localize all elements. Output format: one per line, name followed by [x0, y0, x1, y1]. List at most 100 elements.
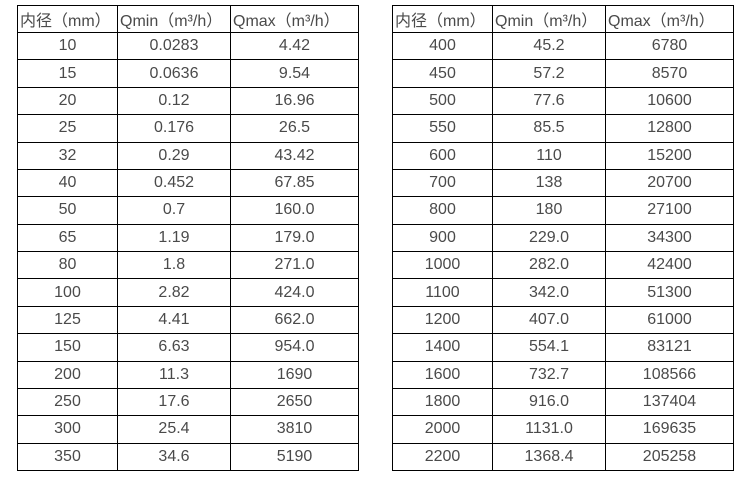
table-row: 2000 1131.0 169635	[392, 415, 734, 444]
table-cell: 160.0	[230, 196, 359, 225]
table-cell: 100	[17, 278, 118, 307]
table-cell: 954.0	[230, 333, 359, 362]
table-row: 550 85.5 12800	[392, 114, 734, 143]
table-cell: 1200	[392, 305, 493, 335]
table-cell: 1000	[392, 250, 493, 280]
table-row: 700 138 20700	[392, 168, 734, 198]
table-cell: 51300	[605, 278, 734, 307]
table-cell: 138	[492, 168, 606, 198]
table-row: 1200 407.0 61000	[392, 305, 734, 335]
spec-table-large-diameters: 内径（mm） Qmin（m³/h） Qmax（m³/h） 400 45.2 6780…	[392, 5, 734, 472]
table-cell: 282.0	[492, 250, 606, 280]
table-cell: 16.96	[230, 86, 359, 116]
table-row: 800 180 27100	[392, 196, 734, 225]
table-cell: 150	[17, 333, 118, 362]
table-body: 400 45.2 6780 450 57.2 8570 500 77.6 10600 550 85.…	[392, 31, 734, 472]
table-cell: 2650	[230, 387, 359, 417]
table-row: 150 6.63 954.0	[17, 333, 359, 362]
table-cell: 40	[17, 168, 118, 198]
table-row: 1800 916.0 137404	[392, 387, 734, 417]
table-cell: 407.0	[492, 305, 606, 335]
table-cell: 108566	[605, 360, 734, 389]
table-row: 32 0.29 43.42	[17, 141, 359, 170]
table-cell: 500	[392, 86, 493, 116]
column-header-qmax: Qmax（m³/h）	[230, 5, 359, 33]
table-cell: 700	[392, 168, 493, 198]
table-cell: 916.0	[492, 387, 606, 417]
table-cell: 180	[492, 196, 606, 225]
table-cell: 0.176	[117, 114, 231, 143]
table-row: 20 0.12 16.96	[17, 86, 359, 116]
table-cell: 169635	[605, 415, 734, 444]
table-cell: 179.0	[230, 223, 359, 253]
table-cell: 271.0	[230, 250, 359, 280]
table-cell: 600	[392, 141, 493, 170]
table-cell: 2200	[392, 442, 493, 472]
table-cell: 1.19	[117, 223, 231, 253]
table-row: 80 1.8 271.0	[17, 250, 359, 280]
table-cell: 1800	[392, 387, 493, 417]
table-cell: 15200	[605, 141, 734, 170]
table-cell: 27100	[605, 196, 734, 225]
table-row: 450 57.2 8570	[392, 59, 734, 88]
table-cell: 83121	[605, 333, 734, 362]
table-row: 125 4.41 662.0	[17, 305, 359, 335]
header-row: 内径（mm） Qmin（m³/h） Qmax（m³/h）	[17, 5, 359, 33]
table-cell: 1.8	[117, 250, 231, 280]
table-cell: 77.6	[492, 86, 606, 116]
table-cell: 300	[17, 415, 118, 444]
table-cell: 25	[17, 114, 118, 143]
table-body: 10 0.0283 4.42 15 0.0636 9.54 20 0.12 16.96 25 0.1…	[17, 31, 359, 472]
table-cell: 20	[17, 86, 118, 116]
table-cell: 65	[17, 223, 118, 253]
table-cell: 137404	[605, 387, 734, 417]
table-cell: 554.1	[492, 333, 606, 362]
table-row: 250 17.6 2650	[17, 387, 359, 417]
table-cell: 0.0636	[117, 59, 231, 88]
table-cell: 0.0283	[117, 31, 231, 61]
table-row: 2200 1368.4 205258	[392, 442, 734, 472]
table-cell: 12800	[605, 114, 734, 143]
table-cell: 424.0	[230, 278, 359, 307]
table-row: 65 1.19 179.0	[17, 223, 359, 253]
column-header-qmin: Qmin（m³/h）	[492, 5, 606, 33]
table-row: 15 0.0636 9.54	[17, 59, 359, 88]
spec-table-small-diameters: 内径（mm） Qmin（m³/h） Qmax（m³/h） 10 0.0283 4.4…	[17, 5, 359, 472]
table-cell: 42400	[605, 250, 734, 280]
table-cell: 800	[392, 196, 493, 225]
table-cell: 4.42	[230, 31, 359, 61]
table-row: 200 11.3 1690	[17, 360, 359, 389]
table-cell: 1400	[392, 333, 493, 362]
table-row: 1000 282.0 42400	[392, 250, 734, 280]
table-cell: 1690	[230, 360, 359, 389]
table-cell: 662.0	[230, 305, 359, 335]
table-cell: 550	[392, 114, 493, 143]
table-cell: 4.41	[117, 305, 231, 335]
table-cell: 10600	[605, 86, 734, 116]
table-cell: 32	[17, 141, 118, 170]
table-cell: 50	[17, 196, 118, 225]
table-row: 50 0.7 160.0	[17, 196, 359, 225]
table-cell: 350	[17, 442, 118, 472]
table-cell: 1368.4	[492, 442, 606, 472]
column-header-inner-diameter: 内径（mm）	[392, 5, 493, 33]
column-header-qmax: Qmax（m³/h）	[605, 5, 734, 33]
table-cell: 57.2	[492, 59, 606, 88]
table-row: 1100 342.0 51300	[392, 278, 734, 307]
table-cell: 1600	[392, 360, 493, 389]
table-row: 350 34.6 5190	[17, 442, 359, 472]
table-cell: 110	[492, 141, 606, 170]
table-cell: 229.0	[492, 223, 606, 253]
table-cell: 1100	[392, 278, 493, 307]
table-cell: 8570	[605, 59, 734, 88]
spec-table: 内径（mm） Qmin（m³/h） Qmax（m³/h） 400 45.2 6780…	[392, 5, 734, 472]
table-cell: 17.6	[117, 387, 231, 417]
table-cell: 3810	[230, 415, 359, 444]
table-cell: 125	[17, 305, 118, 335]
table-cell: 400	[392, 31, 493, 61]
table-cell: 250	[17, 387, 118, 417]
table-cell: 9.54	[230, 59, 359, 88]
table-cell: 450	[392, 59, 493, 88]
table-row: 100 2.82 424.0	[17, 278, 359, 307]
